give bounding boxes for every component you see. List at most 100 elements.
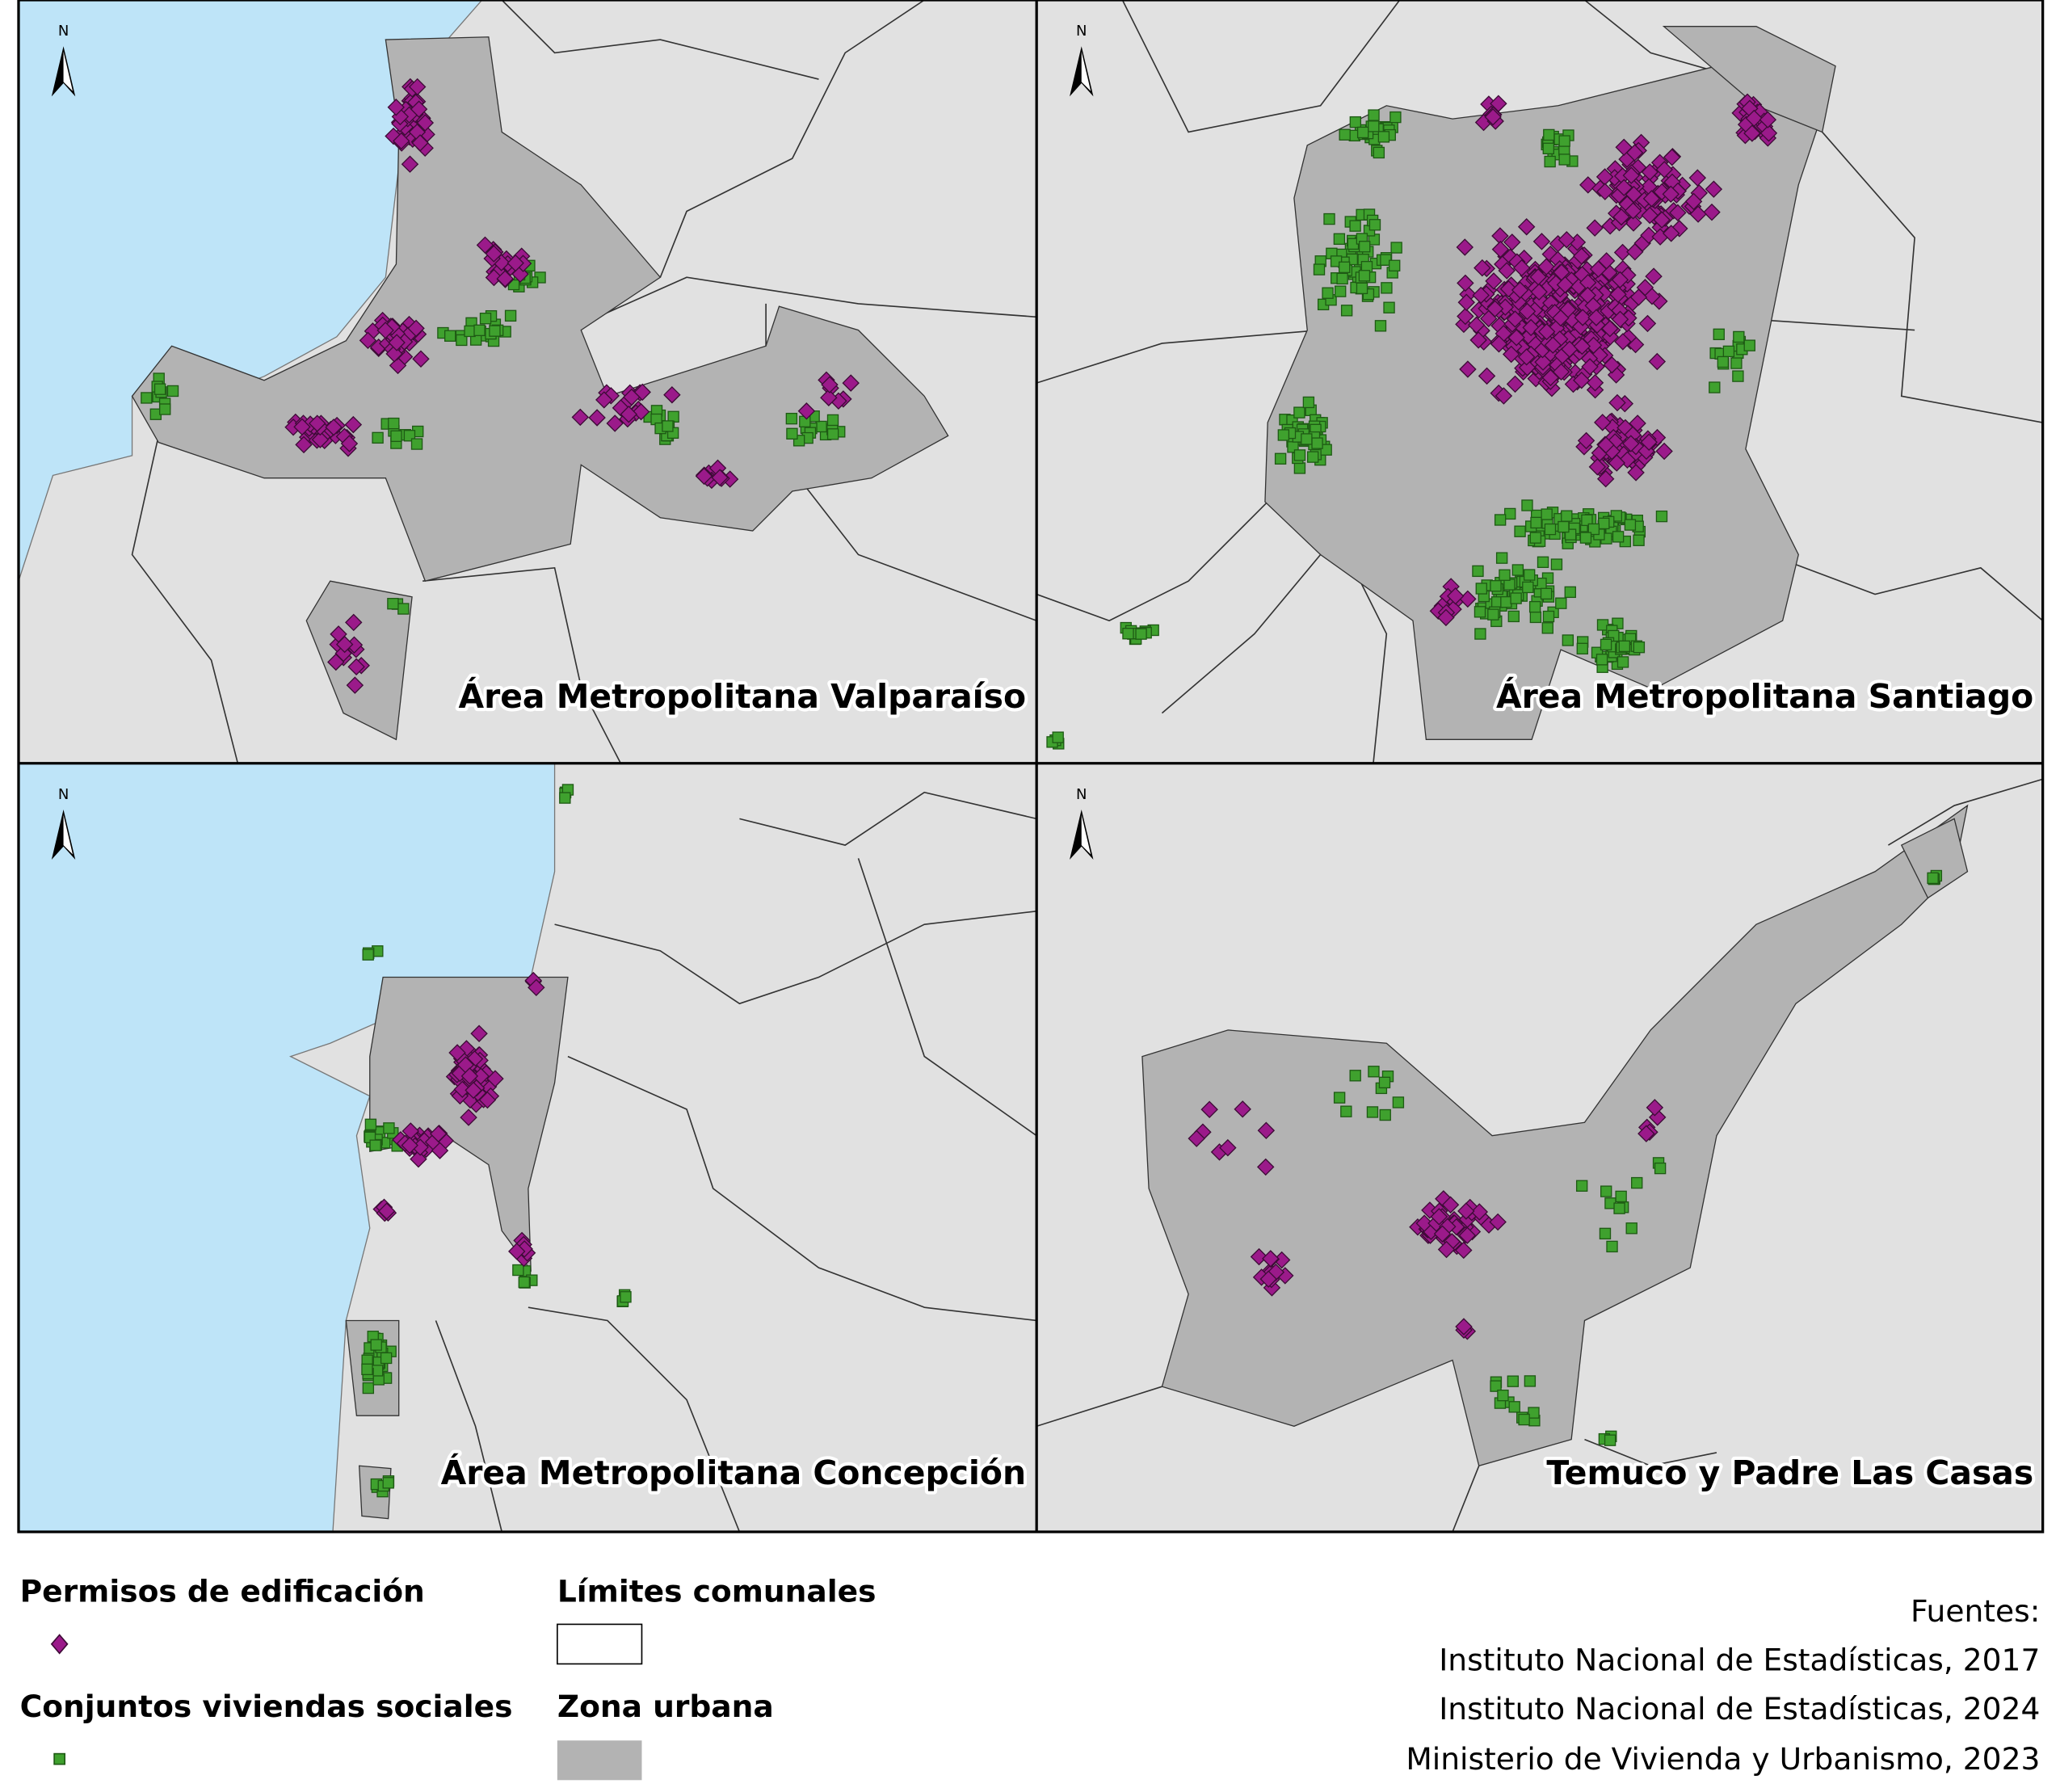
commune-boundary <box>567 276 1037 331</box>
permit-marker <box>1743 124 1761 142</box>
social-housing-marker <box>1293 449 1306 461</box>
social-housing-marker <box>785 412 798 425</box>
social-housing-marker <box>1052 731 1064 743</box>
social-housing-marker <box>362 949 374 961</box>
social-housing-marker <box>1474 606 1486 618</box>
social-housing-marker <box>1392 1096 1405 1108</box>
social-housing-marker <box>815 420 827 433</box>
social-housing-marker <box>390 430 402 442</box>
social-housing-marker <box>1595 654 1608 666</box>
permit-marker <box>1611 271 1629 289</box>
permit-marker <box>293 418 311 436</box>
social-housing-marker <box>826 414 839 427</box>
permit-marker <box>1745 109 1764 128</box>
permit-marker <box>1456 238 1474 256</box>
social-housing-marker <box>1474 628 1486 640</box>
permit-marker <box>388 334 406 351</box>
commune-boundary <box>739 791 1037 846</box>
permit-marker <box>1518 302 1537 321</box>
permit-marker <box>401 1136 418 1155</box>
social-housing-marker <box>1390 242 1402 254</box>
social-housing-marker <box>1564 586 1576 599</box>
social-housing-marker <box>479 313 492 325</box>
permit-marker <box>411 134 429 152</box>
permit-marker <box>663 385 681 404</box>
map-panel: N <box>18 0 1037 763</box>
social-housing-marker <box>1600 1185 1612 1197</box>
permit-marker <box>311 431 330 448</box>
social-housing-marker <box>1599 1227 1612 1240</box>
permit-marker <box>1613 243 1632 262</box>
social-housing-marker <box>1612 531 1625 543</box>
social-housing-marker <box>383 1122 395 1134</box>
legend-title: Límites comunales <box>557 1574 877 1609</box>
permit-marker <box>1552 309 1570 327</box>
permit-marker <box>1637 1125 1655 1142</box>
social-housing-marker <box>1490 580 1502 592</box>
social-housing-marker <box>1521 499 1533 511</box>
permit-marker <box>797 402 816 420</box>
permit-marker <box>1574 309 1591 326</box>
social-housing-marker <box>1335 285 1347 297</box>
social-housing-marker <box>1311 437 1323 449</box>
social-housing-marker <box>1379 1108 1391 1121</box>
social-housing-marker <box>444 330 456 342</box>
social-housing-marker <box>1277 429 1290 441</box>
north-label: N <box>1076 23 1087 40</box>
social-housing-marker <box>1529 611 1542 624</box>
social-housing-marker <box>1624 519 1637 531</box>
permit-marker <box>1478 367 1496 385</box>
permit-marker <box>359 331 377 350</box>
permit-marker <box>1457 1202 1475 1220</box>
permit-marker <box>1250 1247 1268 1266</box>
legend-title: Conjuntos viviendas sociales <box>20 1689 513 1724</box>
north-arrow-half <box>1081 51 1091 91</box>
social-housing-marker <box>1631 1176 1643 1189</box>
permit-marker <box>1603 355 1621 374</box>
social-housing-marker <box>1529 532 1542 544</box>
permit-marker <box>410 1150 427 1168</box>
permit-marker <box>695 467 713 486</box>
permit-marker <box>1622 435 1640 452</box>
social-housing-marker <box>1497 1389 1509 1402</box>
permit-marker <box>1499 280 1518 298</box>
social-housing-marker <box>1381 282 1393 294</box>
permit-marker <box>1537 258 1555 276</box>
permit-marker <box>1441 1196 1460 1214</box>
social-housing-marker <box>512 1264 524 1277</box>
social-housing-marker <box>620 1291 632 1303</box>
social-housing-marker <box>1542 610 1555 623</box>
permit-marker <box>1558 230 1576 249</box>
social-housing-marker <box>1613 1202 1625 1214</box>
permit-marker <box>389 356 407 375</box>
permit-marker <box>478 1091 497 1109</box>
social-housing-marker <box>1323 212 1335 225</box>
permit-marker <box>1688 169 1707 187</box>
source-item: Instituto Nacional de Estadísticas, 2024 <box>1439 1691 2040 1727</box>
social-housing-marker <box>1356 282 1368 295</box>
permit-marker <box>1684 192 1703 211</box>
social-housing-marker <box>1543 128 1555 141</box>
social-housing-marker <box>464 325 476 338</box>
commune-boundary <box>423 566 622 763</box>
commune-boundary <box>1584 1438 1717 1467</box>
commune-boundary <box>501 0 819 80</box>
permit-marker <box>588 409 606 427</box>
social-housing-marker <box>1713 328 1725 340</box>
permit-marker <box>1529 268 1547 286</box>
permit-marker <box>476 236 494 254</box>
social-housing-marker <box>1507 1375 1520 1387</box>
social-housing-marker <box>1523 569 1536 581</box>
permit-marker <box>1472 286 1490 305</box>
permit-marker <box>1609 285 1627 304</box>
permit-marker <box>1596 469 1615 488</box>
commune-boundary <box>1036 1386 1162 1428</box>
social-housing-marker <box>1349 220 1361 232</box>
permit-marker <box>393 132 410 150</box>
social-housing-marker <box>1633 534 1645 546</box>
social-housing-marker <box>662 420 674 432</box>
permit-marker <box>1662 185 1680 204</box>
permit-marker <box>1485 272 1503 290</box>
social-housing-marker <box>153 383 166 395</box>
social-housing-marker <box>1389 111 1402 124</box>
